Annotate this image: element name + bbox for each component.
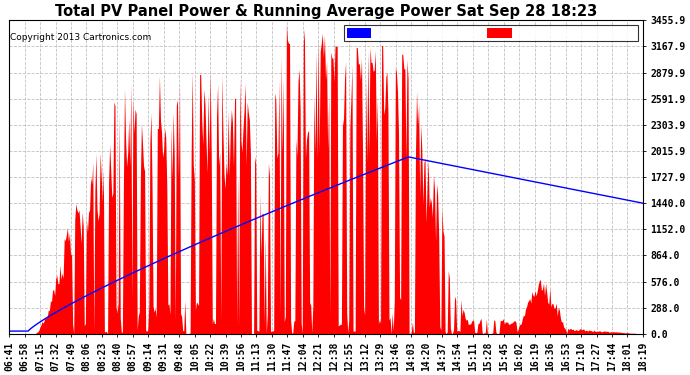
Legend: Average  (DC Watts), PV Panels  (DC Watts): Average (DC Watts), PV Panels (DC Watts) [344,25,638,41]
Title: Total PV Panel Power & Running Average Power Sat Sep 28 18:23: Total PV Panel Power & Running Average P… [55,4,597,19]
Text: Copyright 2013 Cartronics.com: Copyright 2013 Cartronics.com [10,33,151,42]
